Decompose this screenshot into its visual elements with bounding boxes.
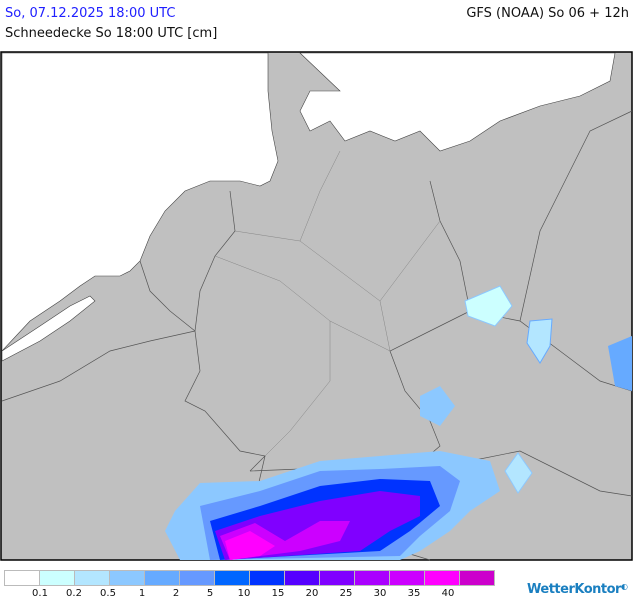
color-legend <box>4 570 495 586</box>
valid-date: So, 07.12.2025 18:00 UTC <box>5 6 176 21</box>
legend-swatch <box>109 570 145 586</box>
legend-label: 1 <box>138 588 146 599</box>
legend-swatch <box>354 570 390 586</box>
legend-swatch <box>144 570 180 586</box>
state-borders <box>214 150 441 457</box>
wetterkontor-logo: WetterKontor◐ <box>527 582 628 597</box>
legend-label: 25 <box>339 588 353 599</box>
legend-label: 40 <box>441 588 455 599</box>
legend-swatch <box>249 570 285 586</box>
legend-swatch <box>319 570 355 586</box>
legend-swatch <box>284 570 320 586</box>
legend-swatch <box>179 570 215 586</box>
legend-label: 0.1 <box>32 588 48 599</box>
legend-label: 30 <box>373 588 387 599</box>
english-channel <box>1 295 96 362</box>
legend-label: 2 <box>172 588 180 599</box>
legend-swatch <box>74 570 110 586</box>
legend-swatch <box>389 570 425 586</box>
snow-cover <box>165 285 632 560</box>
legend-swatch <box>39 570 75 586</box>
legend-label: 15 <box>271 588 285 599</box>
legend-label: 0.5 <box>100 588 116 599</box>
snow-depth-map <box>0 51 633 561</box>
model-run: GFS (NOAA) So 06 + 12h <box>466 6 629 21</box>
legend-label: 20 <box>305 588 319 599</box>
logo-text: WetterKontor <box>527 582 621 597</box>
legend-swatch <box>214 570 250 586</box>
legend-swatch <box>4 570 40 586</box>
legend-swatch <box>424 570 460 586</box>
parameter-title: Schneedecke So 18:00 UTC [cm] <box>5 26 218 41</box>
north-sea <box>1 52 279 352</box>
legend-label: 0.2 <box>66 588 82 599</box>
legend-swatch <box>459 570 495 586</box>
legend-label: 5 <box>206 588 214 599</box>
legend-label: 10 <box>237 588 251 599</box>
baltic-sea <box>299 52 616 152</box>
legend-label: 35 <box>407 588 421 599</box>
